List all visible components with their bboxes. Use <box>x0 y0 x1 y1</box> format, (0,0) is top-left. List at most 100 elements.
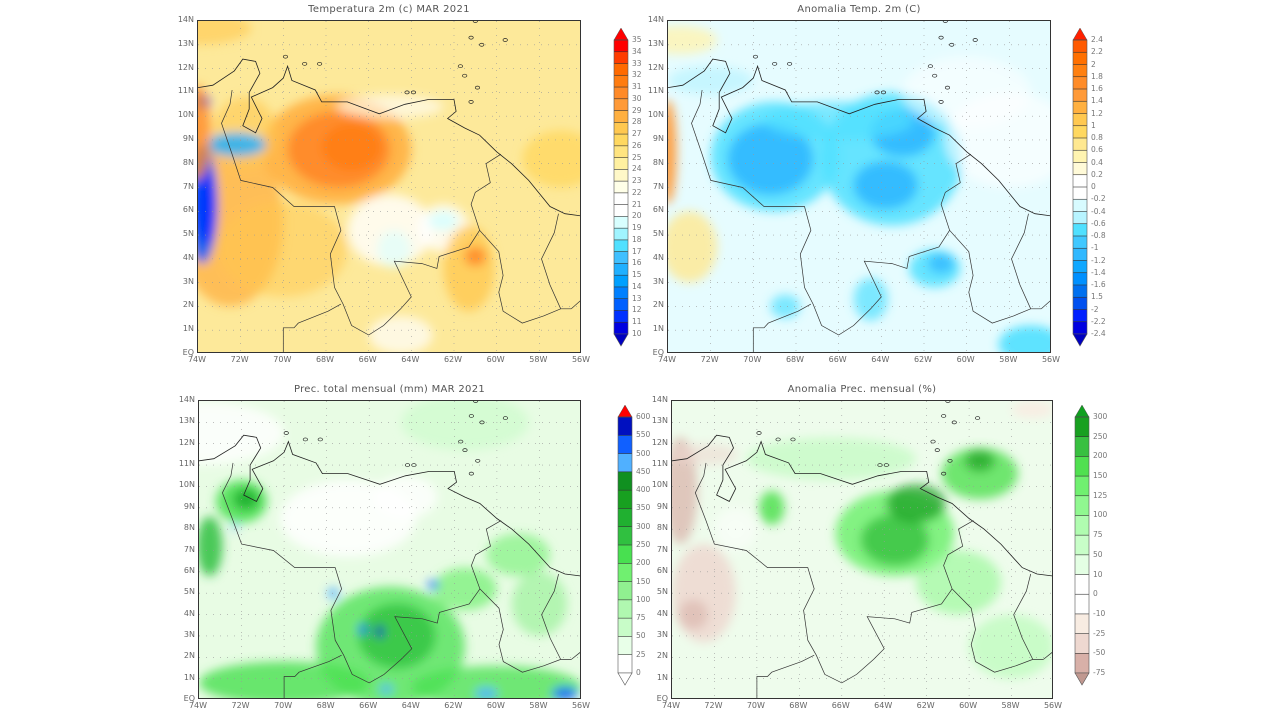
lat-tick-label: 4N <box>652 252 664 262</box>
colorbar-max-arrow <box>617 404 633 418</box>
lon-tick-label: 60W <box>959 701 978 710</box>
island <box>944 85 951 90</box>
country-border <box>541 573 562 660</box>
lat-tick-label: 6N <box>656 565 668 575</box>
island <box>975 416 981 420</box>
island <box>947 458 953 463</box>
colorbar-swatch <box>614 51 628 64</box>
colorbar-swatch <box>618 636 632 656</box>
colorbar-swatch <box>1073 199 1087 212</box>
lon-tick-label: 74W <box>661 701 681 710</box>
colorbar-swatch <box>1075 495 1089 516</box>
colorbar-label: 125 <box>1093 490 1108 500</box>
island <box>877 463 883 467</box>
colorbar-swatch <box>1073 187 1087 200</box>
island <box>941 471 947 476</box>
colorbar-swatch <box>1075 554 1089 575</box>
contour-region <box>964 450 995 472</box>
lon-tick-label: 64W <box>401 355 420 364</box>
island <box>502 38 508 42</box>
precipitation-anomaly-colorbar <box>1074 404 1090 691</box>
island <box>934 448 940 452</box>
colorbar-swatch <box>1073 52 1087 65</box>
lat-tick-label: 14N <box>647 15 664 24</box>
colorbar-swatch <box>618 508 632 528</box>
colorbar-label: 32 <box>632 70 642 80</box>
colorbar-label: 300 <box>1093 412 1108 421</box>
contour-region <box>358 624 368 635</box>
colorbar-label: 2 <box>1091 59 1096 69</box>
lat-tick-label: 13N <box>647 38 664 48</box>
colorbar-min-arrow <box>613 333 629 347</box>
precipitation-anomaly-map <box>671 400 1053 699</box>
lat-tick-label: 3N <box>656 629 668 639</box>
colorbar-swatch <box>1075 515 1089 536</box>
colorbar-swatch <box>1073 40 1087 53</box>
lat-tick-label: 1N <box>182 324 194 334</box>
colorbar-label: 15 <box>632 270 642 280</box>
colorbar-label: 50 <box>636 631 646 641</box>
colorbar-swatch <box>614 145 628 158</box>
lat-tick-label: 4N <box>182 252 194 262</box>
colorbar-label: 350 <box>636 503 651 513</box>
island <box>930 439 936 444</box>
colorbar-label: 14 <box>632 281 642 291</box>
contour-region <box>443 225 495 312</box>
island <box>775 437 781 442</box>
colorbar-swatch <box>618 563 632 582</box>
colorbar-label: -0.2 <box>1091 194 1106 204</box>
colorbar-label: 35 <box>632 35 642 44</box>
country-border <box>221 89 502 336</box>
contour-region <box>672 443 738 466</box>
lat-tick-label: EQ <box>656 694 668 703</box>
lon-tick-label: 72W <box>231 701 250 710</box>
lat-tick-label: 9N <box>183 501 195 511</box>
colorbar-label: 2.2 <box>1091 47 1103 57</box>
colorbar-swatch <box>614 204 628 217</box>
temperature-colorbar <box>613 27 629 352</box>
island <box>938 100 944 104</box>
colorbar-label: 600 <box>636 412 651 421</box>
colorbar-label: 17 <box>632 246 642 256</box>
lat-tick-label: 5N <box>656 587 668 597</box>
lat-tick-label: 7N <box>656 544 668 554</box>
colorbar-label: 0.4 <box>1091 157 1103 167</box>
island <box>317 437 323 442</box>
colorbar-label: 50 <box>1093 549 1103 559</box>
colorbar-swatch <box>618 581 632 601</box>
colorbar-min-arrow <box>1074 672 1090 686</box>
colorbar-swatch <box>618 471 632 491</box>
temperature-anomaly-map <box>667 20 1051 353</box>
contour-region <box>379 685 393 694</box>
country-border <box>571 652 580 660</box>
country-border <box>1013 573 1034 660</box>
lat-tick-label: 11N <box>647 86 664 96</box>
colorbar-graphic <box>1074 404 1090 686</box>
colorbar-label: 23 <box>632 176 642 186</box>
colorbar-label: 500 <box>636 448 651 458</box>
colorbar-swatch <box>614 169 628 182</box>
colorbar-label: -2 <box>1091 304 1099 314</box>
colorbar-graphic <box>617 404 633 686</box>
colorbar-label: 0 <box>636 668 641 677</box>
colorbar-swatch <box>614 192 628 205</box>
contour-region <box>746 437 917 481</box>
colorbar-label: 1.8 <box>1091 71 1103 81</box>
coastline <box>198 58 580 217</box>
contour-region <box>475 688 497 698</box>
lon-tick-label: 58W <box>529 701 548 710</box>
lat-tick-label: 4N <box>183 608 195 618</box>
lon-tick-label: 66W <box>828 355 847 364</box>
island <box>938 35 944 40</box>
colorbar-label: -0.4 <box>1091 206 1106 216</box>
contour-region <box>886 484 946 523</box>
contour-region <box>522 130 580 188</box>
contour-region <box>212 97 277 169</box>
colorbar-swatch <box>1075 613 1089 634</box>
colorbar-swatch <box>614 98 628 111</box>
lat-tick-label: 12N <box>178 437 195 447</box>
colorbar-swatch <box>1073 174 1087 188</box>
colorbar-swatch <box>1073 125 1087 139</box>
colorbar-label: 0 <box>1091 182 1096 191</box>
colorbar-swatch <box>1073 272 1087 286</box>
